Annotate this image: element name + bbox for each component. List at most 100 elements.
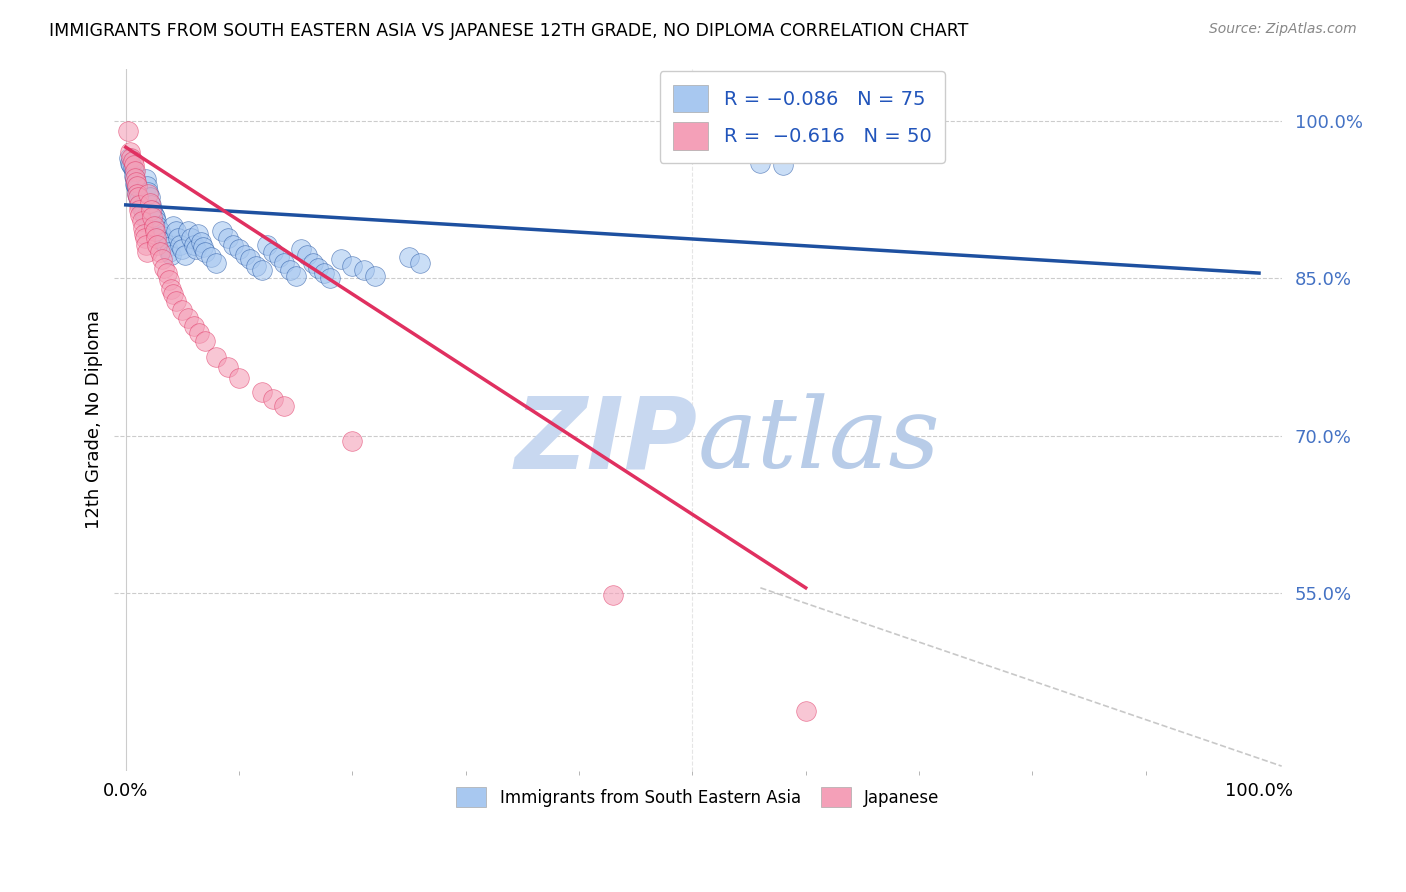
Point [273, 400, 295, 414]
Point [262, 392, 284, 406]
Point [342, 434, 364, 448]
Point [121, 161, 143, 176]
Point [125, 179, 148, 194]
Point [205, 350, 228, 364]
Y-axis label: 12th Grade, No Diploma: 12th Grade, No Diploma [86, 310, 103, 530]
Text: IMMIGRANTS FROM SOUTH EASTERN ASIA VS JAPANESE 12TH GRADE, NO DIPLOMA CORRELATIO: IMMIGRANTS FROM SOUTH EASTERN ASIA VS JA… [49, 22, 969, 40]
Text: atlas: atlas [697, 393, 941, 489]
Point [319, 271, 342, 285]
Point [127, 189, 149, 203]
Point [602, 588, 624, 602]
Point [141, 203, 163, 218]
Point [190, 235, 212, 249]
Point [132, 206, 155, 220]
Point [129, 195, 152, 210]
Point [143, 211, 166, 225]
Point [162, 287, 184, 301]
Point [180, 231, 202, 245]
Text: ZIP: ZIP [515, 392, 697, 490]
Point [217, 360, 239, 375]
Point [165, 224, 187, 238]
Point [183, 318, 205, 333]
Point [143, 208, 166, 222]
Point [134, 211, 156, 225]
Point [398, 251, 420, 265]
Point [124, 171, 146, 186]
Point [125, 187, 148, 202]
Point [150, 229, 173, 244]
Point [167, 231, 190, 245]
Point [165, 294, 187, 309]
Point [150, 252, 173, 267]
Point [125, 175, 148, 189]
Point [172, 302, 194, 317]
Point [191, 240, 214, 254]
Point [122, 169, 145, 183]
Point [245, 259, 267, 273]
Point [364, 269, 387, 284]
Point [125, 179, 148, 194]
Point [188, 326, 211, 340]
Point [342, 259, 364, 273]
Point [131, 200, 153, 214]
Point [128, 198, 150, 212]
Point [200, 251, 222, 265]
Point [145, 231, 167, 245]
Point [120, 158, 142, 172]
Point [172, 242, 194, 256]
Point [194, 334, 217, 349]
Point [160, 248, 183, 262]
Point [278, 263, 301, 277]
Point [273, 255, 295, 269]
Point [145, 213, 167, 227]
Point [250, 384, 273, 399]
Point [131, 213, 153, 227]
Point [122, 164, 145, 178]
Point [136, 245, 159, 260]
Point [162, 219, 184, 233]
Point [177, 224, 200, 238]
Point [250, 263, 273, 277]
Point [136, 179, 159, 194]
Point [153, 260, 176, 275]
Point [409, 255, 432, 269]
Point [138, 186, 160, 200]
Point [211, 224, 233, 238]
Point [222, 237, 245, 252]
Point [124, 164, 146, 178]
Point [177, 311, 200, 326]
Point [138, 195, 160, 210]
Point [284, 269, 307, 284]
Point [153, 235, 176, 249]
Point [120, 145, 142, 160]
Point [205, 255, 228, 269]
Point [122, 158, 145, 172]
Point [125, 187, 148, 202]
Point [120, 151, 142, 165]
Point [160, 282, 183, 296]
Text: Source: ZipAtlas.com: Source: ZipAtlas.com [1209, 22, 1357, 37]
Legend: Immigrants from South Eastern Asia, Japanese: Immigrants from South Eastern Asia, Japa… [449, 779, 948, 816]
Point [183, 237, 205, 252]
Point [118, 151, 141, 165]
Point [134, 231, 156, 245]
Point [217, 231, 239, 245]
Point [128, 193, 150, 207]
Point [290, 242, 312, 256]
Point [132, 221, 155, 235]
Point [312, 266, 335, 280]
Point [117, 124, 139, 138]
Point [143, 219, 166, 233]
Point [129, 208, 152, 222]
Point [256, 237, 278, 252]
Point [141, 211, 163, 225]
Point [228, 371, 250, 385]
Point [139, 203, 162, 218]
Point [127, 189, 149, 203]
Point [149, 245, 172, 260]
Point [149, 224, 172, 238]
Point [138, 187, 160, 202]
Point [187, 227, 209, 242]
Point [749, 156, 772, 170]
Point [157, 273, 180, 287]
